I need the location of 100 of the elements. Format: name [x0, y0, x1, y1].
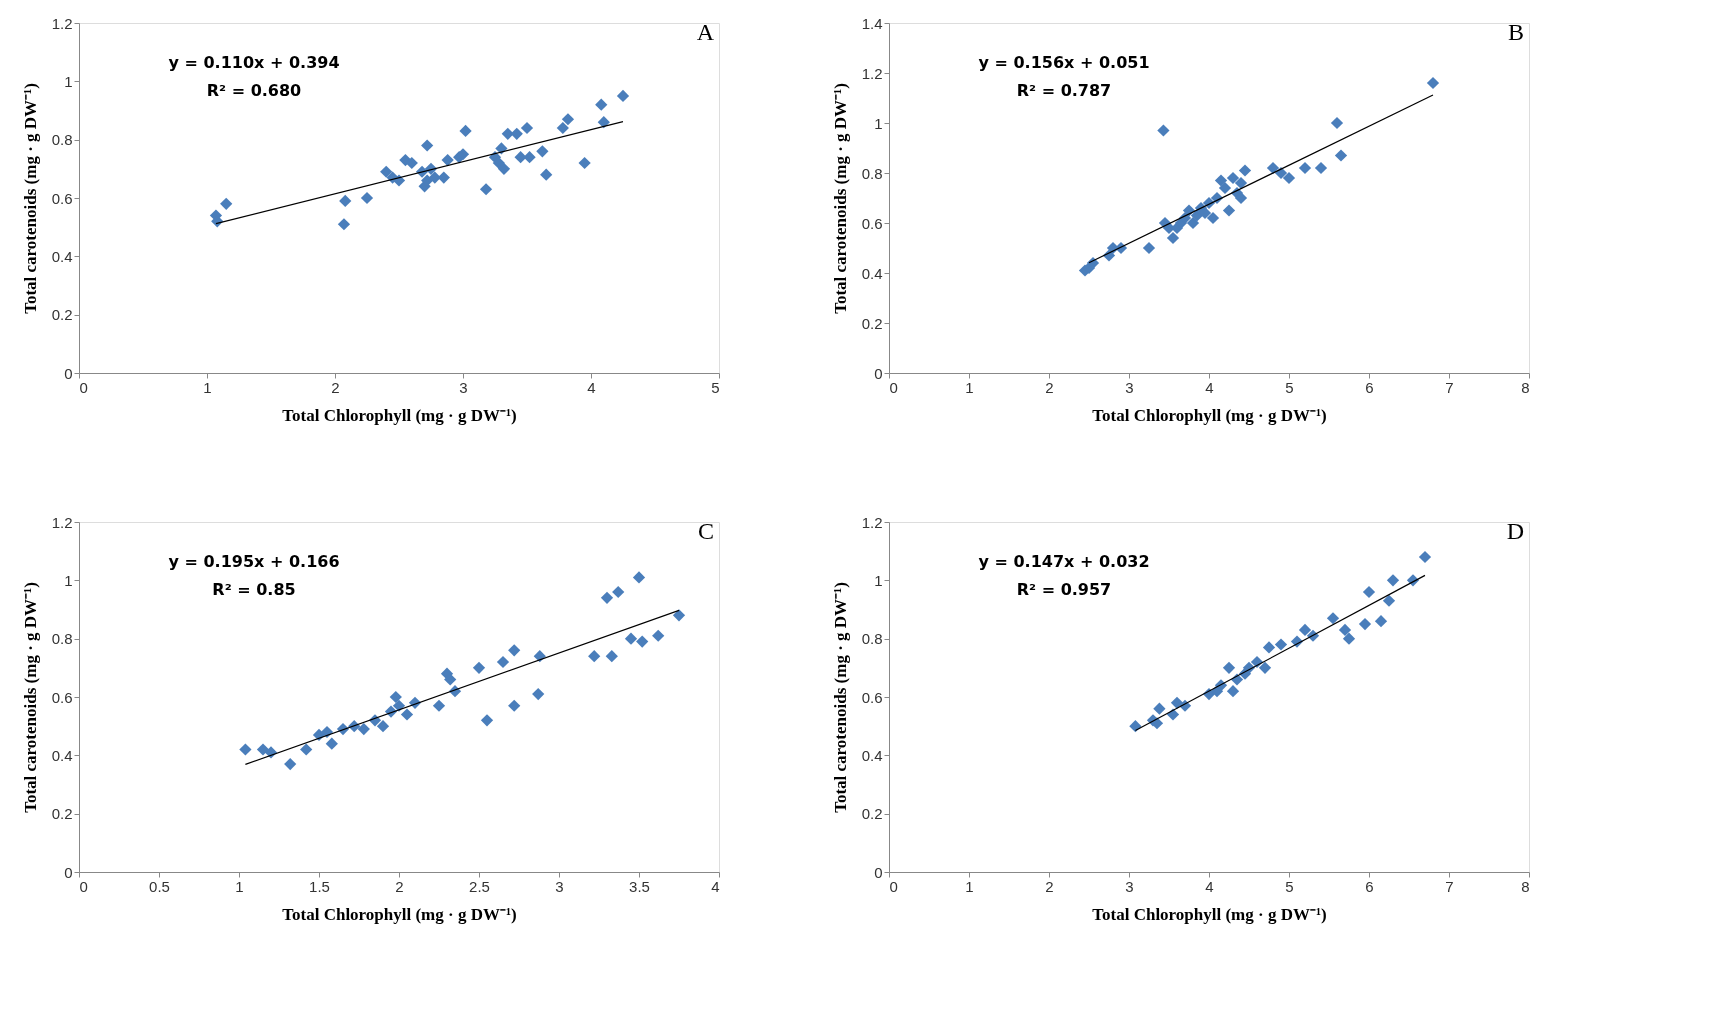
- point: [501, 127, 514, 140]
- x-tick-label: 1: [203, 378, 212, 396]
- point: [556, 121, 569, 135]
- point: [389, 690, 402, 704]
- annotation: y = 0.195x + 0.166: [168, 552, 340, 571]
- annotation: R² = 0.957: [1016, 580, 1112, 599]
- x-tick-label: 4: [711, 877, 720, 895]
- point: [1222, 661, 1236, 674]
- x-tick-label: 3: [555, 877, 564, 895]
- point: [239, 743, 252, 756]
- point: [1362, 585, 1376, 599]
- x-tick-label: 3: [459, 378, 468, 396]
- point: [405, 156, 418, 170]
- x-axis-title: Total Chlorophyll (mg · g DW⁻¹): [282, 904, 517, 924]
- point: [1186, 216, 1200, 230]
- point: [540, 168, 553, 181]
- x-tick-label: 0: [889, 378, 898, 396]
- point: [220, 197, 233, 210]
- y-tick-label: 0: [874, 364, 883, 382]
- point: [532, 687, 545, 701]
- point: [1298, 623, 1312, 637]
- x-tick-label: 3: [1125, 378, 1134, 396]
- y-tick-label: 0.2: [51, 306, 73, 324]
- point: [1358, 617, 1372, 631]
- point: [1238, 164, 1252, 177]
- point: [496, 655, 510, 669]
- point: [1226, 171, 1240, 185]
- point: [1338, 623, 1352, 637]
- point: [459, 124, 472, 138]
- y-tick-label: 0: [64, 364, 73, 382]
- point: [1262, 641, 1276, 654]
- point: [1426, 76, 1440, 90]
- point: [520, 121, 534, 135]
- x-tick-label: 1: [965, 378, 974, 396]
- annotation: y = 0.147x + 0.032: [978, 552, 1150, 571]
- point: [1214, 174, 1228, 187]
- point: [624, 632, 638, 645]
- point: [1274, 638, 1288, 651]
- x-tick-label: 5: [1285, 378, 1294, 396]
- point: [1222, 204, 1236, 217]
- point: [1234, 176, 1248, 190]
- point: [1218, 181, 1232, 195]
- x-tick-label: 2: [1045, 378, 1054, 396]
- y-tick-label: 0.4: [861, 746, 883, 764]
- point: [357, 722, 370, 736]
- y-tick-label: 0.2: [861, 314, 883, 332]
- annotation: y = 0.156x + 0.051: [978, 53, 1150, 72]
- x-tick-label: 0: [79, 877, 88, 895]
- point: [479, 183, 493, 196]
- y-tick-label: 1.2: [51, 513, 73, 531]
- y-axis-title: Total carotenoids (mg · g DW⁻¹): [20, 83, 40, 314]
- y-tick-label: 0.2: [51, 805, 73, 823]
- point: [1374, 615, 1388, 628]
- y-tick-label: 0.6: [51, 688, 73, 706]
- x-tick-label: 2: [395, 877, 404, 895]
- annotation: y = 0.110x + 0.394: [168, 53, 340, 72]
- point: [441, 153, 454, 167]
- x-axis-title: Total Chlorophyll (mg · g DW⁻¹): [282, 405, 517, 425]
- y-tick-label: 1: [874, 571, 883, 589]
- point: [508, 644, 521, 657]
- point: [652, 629, 665, 642]
- point: [1226, 685, 1240, 698]
- point: [1153, 702, 1166, 715]
- x-tick-label: 0.5: [149, 877, 170, 895]
- point: [632, 571, 646, 584]
- y-tick-label: 0.8: [861, 630, 883, 648]
- y-tick-label: 0.4: [51, 247, 73, 265]
- x-tick-label: 6: [1365, 378, 1374, 396]
- point: [508, 699, 521, 712]
- x-tick-label: 2: [331, 378, 340, 396]
- point: [1266, 161, 1280, 175]
- annotation: C: [697, 518, 714, 544]
- y-axis-title: Total carotenoids (mg · g DW⁻¹): [20, 582, 40, 813]
- point: [600, 591, 614, 604]
- point: [1282, 171, 1296, 185]
- x-tick-label: 1: [965, 877, 974, 895]
- x-tick-label: 1.5: [309, 877, 330, 895]
- y-tick-label: 1.2: [861, 513, 883, 531]
- point: [284, 757, 297, 771]
- annotation: R² = 0.680: [206, 81, 302, 100]
- y-tick-label: 0: [64, 863, 73, 881]
- annotation: R² = 0.787: [1016, 81, 1112, 100]
- x-tick-label: 7: [1445, 877, 1454, 895]
- y-axis-title: Total carotenoids (mg · g DW⁻¹): [830, 582, 850, 813]
- point: [1258, 661, 1272, 674]
- point: [605, 650, 618, 663]
- x-axis-title: Total Chlorophyll (mg · g DW⁻¹): [1092, 904, 1327, 924]
- x-tick-label: 8: [1521, 378, 1530, 396]
- point: [1206, 211, 1220, 225]
- y-tick-label: 0.8: [51, 630, 73, 648]
- y-tick-label: 1.4: [861, 14, 883, 32]
- point: [1198, 206, 1212, 220]
- point: [595, 98, 608, 111]
- point: [636, 635, 649, 648]
- point: [1418, 550, 1432, 564]
- point: [588, 650, 601, 663]
- y-tick-label: 0.6: [51, 189, 73, 207]
- point: [1382, 594, 1396, 607]
- point: [480, 714, 494, 727]
- point: [616, 89, 630, 103]
